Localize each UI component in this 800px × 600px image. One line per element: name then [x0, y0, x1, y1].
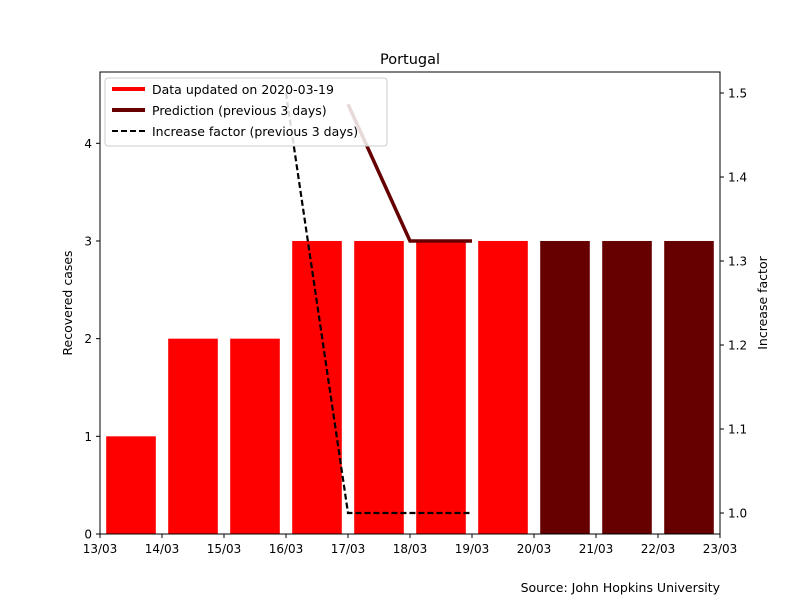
y-axis-label: Recovered cases	[60, 250, 75, 355]
bars-group	[106, 240, 714, 534]
x-tick-label: 23/03	[703, 542, 738, 556]
x-tick-label: 20/03	[517, 542, 552, 556]
y2-tick-label: 1.4	[728, 171, 747, 185]
bar-actual-19/03	[478, 240, 528, 534]
y-axis-right: 1.0 1.1 1.2 1.3 1.4 1.5	[720, 87, 747, 521]
bar-prediction-21/03	[602, 240, 652, 534]
y-axis-left: 0 1 2 3 4	[84, 137, 100, 542]
y2-tick-label: 1.1	[728, 423, 747, 437]
y2-tick-label: 1.3	[728, 255, 747, 269]
y2-tick-label: 1.5	[728, 87, 747, 101]
bar-prediction-20/03	[540, 240, 590, 534]
bar-actual-13/03	[106, 436, 156, 534]
x-tick-label: 16/03	[269, 542, 304, 556]
x-tick-label: 14/03	[145, 542, 180, 556]
bar-actual-18/03	[416, 240, 466, 534]
bar-actual-16/03	[292, 240, 342, 534]
y-tick-label: 2	[84, 332, 92, 346]
legend-label-prediction: Prediction (previous 3 days)	[152, 103, 327, 118]
legend-box	[104, 77, 388, 147]
legend-label-actual: Data updated on 2020-03-19	[152, 82, 334, 97]
lines-group	[284, 92, 472, 515]
y-tick-label: 1	[84, 430, 92, 444]
increase-factor-line	[284, 92, 472, 515]
x-tick-label: 21/03	[579, 542, 614, 556]
legend-label-increase-factor: Increase factor (previous 3 days)	[152, 124, 358, 139]
y-tick-label: 0	[84, 528, 92, 542]
x-tick-label: 13/03	[83, 542, 118, 556]
x-tick-label: 19/03	[455, 542, 490, 556]
y-tick-label: 3	[84, 234, 92, 248]
y2-tick-label: 1.0	[728, 507, 747, 521]
y2-axis-label: Increase factor	[755, 255, 770, 349]
bar-actual-14/03	[168, 338, 218, 534]
x-tick-label: 15/03	[207, 542, 242, 556]
y-tick-label: 4	[84, 137, 92, 151]
x-tick-label: 22/03	[641, 542, 676, 556]
bar-prediction-22/03	[664, 240, 714, 534]
prediction-line	[346, 103, 472, 243]
bar-actual-15/03	[230, 338, 280, 534]
y2-tick-label: 1.2	[728, 339, 747, 353]
x-tick-label: 17/03	[331, 542, 366, 556]
bar-actual-17/03	[354, 240, 404, 534]
chart-title: Portugal	[380, 52, 440, 68]
x-axis: 13/03 14/03 15/03 16/03 17/03 18/03 19/03 20/03…	[83, 534, 738, 556]
x-tick-label: 18/03	[393, 542, 428, 556]
source-note: Source: John Hopkins University	[521, 580, 721, 595]
legend: Data updated on 2020-03-19 Prediction (p…	[104, 77, 388, 147]
